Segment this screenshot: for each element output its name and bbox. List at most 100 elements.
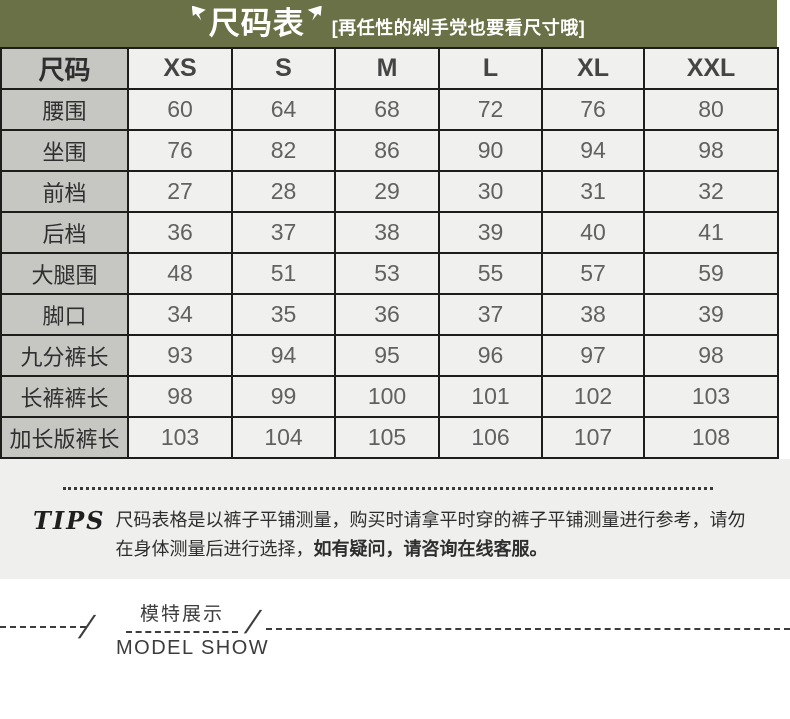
size-cell: 57	[541, 252, 645, 295]
slash-left: /	[78, 609, 95, 645]
table-row: 长裤裤长 98 99 100 101 102 103	[0, 375, 779, 418]
size-cell: 108	[643, 416, 779, 459]
size-cell: 68	[334, 88, 440, 131]
size-table: 尺码 XS S M L XL XXL 腰围 60 64 68 72 76 80 …	[0, 47, 779, 459]
size-cell: 39	[643, 293, 779, 336]
size-cell: 98	[643, 334, 779, 377]
page-subtitle: [再任性的剁手党也要看尺寸哦]	[331, 17, 586, 38]
column-header-xl: XL	[541, 47, 645, 90]
table-row: 脚口 34 35 36 37 38 39	[0, 293, 779, 336]
size-cell: 103	[643, 375, 779, 418]
size-cell: 64	[231, 88, 336, 131]
row-label: 坐围	[0, 129, 129, 172]
row-label: 前档	[0, 170, 129, 213]
table-header-row: 尺码 XS S M L XL XXL	[0, 47, 779, 90]
size-cell: 104	[231, 416, 336, 459]
sparkle-left-icon	[191, 5, 206, 21]
size-cell: 105	[334, 416, 440, 459]
size-cell: 94	[541, 129, 645, 172]
column-header-xs: XS	[127, 47, 233, 90]
size-cell: 55	[438, 252, 543, 295]
row-label: 腰围	[0, 88, 129, 131]
header-banner: 尺码表 [再任性的剁手党也要看尺寸哦]	[0, 0, 777, 47]
size-cell: 41	[643, 211, 779, 254]
column-header-xxl: XXL	[643, 47, 779, 90]
tips-label: TIPS	[33, 506, 106, 535]
row-label: 大腿围	[0, 252, 129, 295]
size-cell: 36	[127, 211, 233, 254]
size-cell: 34	[127, 293, 233, 336]
size-cell: 28	[231, 170, 336, 213]
size-cell: 32	[643, 170, 779, 213]
row-label: 加长版裤长	[0, 416, 129, 459]
table-row: 后档 36 37 38 39 40 41	[0, 211, 779, 254]
size-cell: 94	[231, 334, 336, 377]
size-cell: 107	[541, 416, 645, 459]
size-cell: 98	[127, 375, 233, 418]
size-cell: 35	[231, 293, 336, 336]
header-title-wrap: 尺码表	[191, 4, 322, 44]
size-cell: 36	[334, 293, 440, 336]
footer-title-cn: 模特展示	[126, 599, 238, 633]
size-cell: 27	[127, 170, 233, 213]
table-row: 坐围 76 82 86 90 94 98	[0, 129, 779, 172]
column-header-m: M	[334, 47, 440, 90]
page-title: 尺码表	[208, 5, 305, 41]
size-cell: 38	[541, 293, 645, 336]
size-cell: 101	[438, 375, 543, 418]
footer-title-block: 模特展示 MODEL SHOW	[116, 599, 270, 660]
size-cell: 39	[438, 211, 543, 254]
row-label: 脚口	[0, 293, 129, 336]
size-cell: 96	[438, 334, 543, 377]
tips-row: TIPS 尺码表格是以裤子平铺测量，购买时请拿平时穿的裤子平铺测量进行参考，请勿…	[0, 490, 790, 564]
size-cell: 99	[231, 375, 336, 418]
row-label: 后档	[0, 211, 129, 254]
size-cell: 48	[127, 252, 233, 295]
column-header-s: S	[231, 47, 336, 90]
tips-text: 尺码表格是以裤子平铺测量，购买时请拿平时穿的裤子平铺测量进行参考，请勿在身体测量…	[115, 506, 762, 564]
size-cell: 103	[127, 416, 233, 459]
size-cell: 53	[334, 252, 440, 295]
table-row: 九分裤长 93 94 95 96 97 98	[0, 334, 779, 377]
dashed-line-right	[266, 628, 790, 630]
tips-section: TIPS 尺码表格是以裤子平铺测量，购买时请拿平时穿的裤子平铺测量进行参考，请勿…	[0, 459, 790, 579]
size-cell: 60	[127, 88, 233, 131]
footer-title-en: MODEL SHOW	[116, 637, 270, 659]
size-cell: 86	[334, 129, 440, 172]
size-cell: 37	[438, 293, 543, 336]
column-header-l: L	[438, 47, 543, 90]
row-label: 九分裤长	[0, 334, 129, 377]
size-cell: 72	[438, 88, 543, 131]
size-cell: 80	[643, 88, 779, 131]
size-cell: 102	[541, 375, 645, 418]
table-row: 前档 27 28 29 30 31 32	[0, 170, 779, 213]
size-cell: 98	[643, 129, 779, 172]
size-cell: 29	[334, 170, 440, 213]
size-cell: 40	[541, 211, 645, 254]
size-cell: 82	[231, 129, 336, 172]
dashed-line-left	[0, 626, 86, 628]
size-cell: 59	[643, 252, 779, 295]
size-cell: 38	[334, 211, 440, 254]
column-header-size: 尺码	[0, 47, 129, 90]
size-cell: 31	[541, 170, 645, 213]
size-cell: 76	[541, 88, 645, 131]
dotted-divider	[63, 459, 713, 490]
table-row: 加长版裤长 103 104 105 106 107 108	[0, 416, 779, 459]
sparkle-right-icon	[307, 5, 322, 21]
size-cell: 30	[438, 170, 543, 213]
size-cell: 95	[334, 334, 440, 377]
size-cell: 76	[127, 129, 233, 172]
size-cell: 37	[231, 211, 336, 254]
size-cell: 90	[438, 129, 543, 172]
row-label: 长裤裤长	[0, 375, 129, 418]
tips-text-bold: 如有疑问，请咨询在线客服。	[313, 538, 548, 559]
table-row: 大腿围 48 51 53 55 57 59	[0, 252, 779, 295]
table-row: 腰围 60 64 68 72 76 80	[0, 88, 779, 131]
size-cell: 100	[334, 375, 440, 418]
size-cell: 97	[541, 334, 645, 377]
tips-text-normal: 尺码表格是以裤子平铺测量，购买时请拿平时穿的裤子平铺测量进行参考，请勿在身体测量…	[115, 510, 746, 559]
model-show-footer: / 模特展示 MODEL SHOW /	[0, 579, 790, 678]
size-cell: 93	[127, 334, 233, 377]
